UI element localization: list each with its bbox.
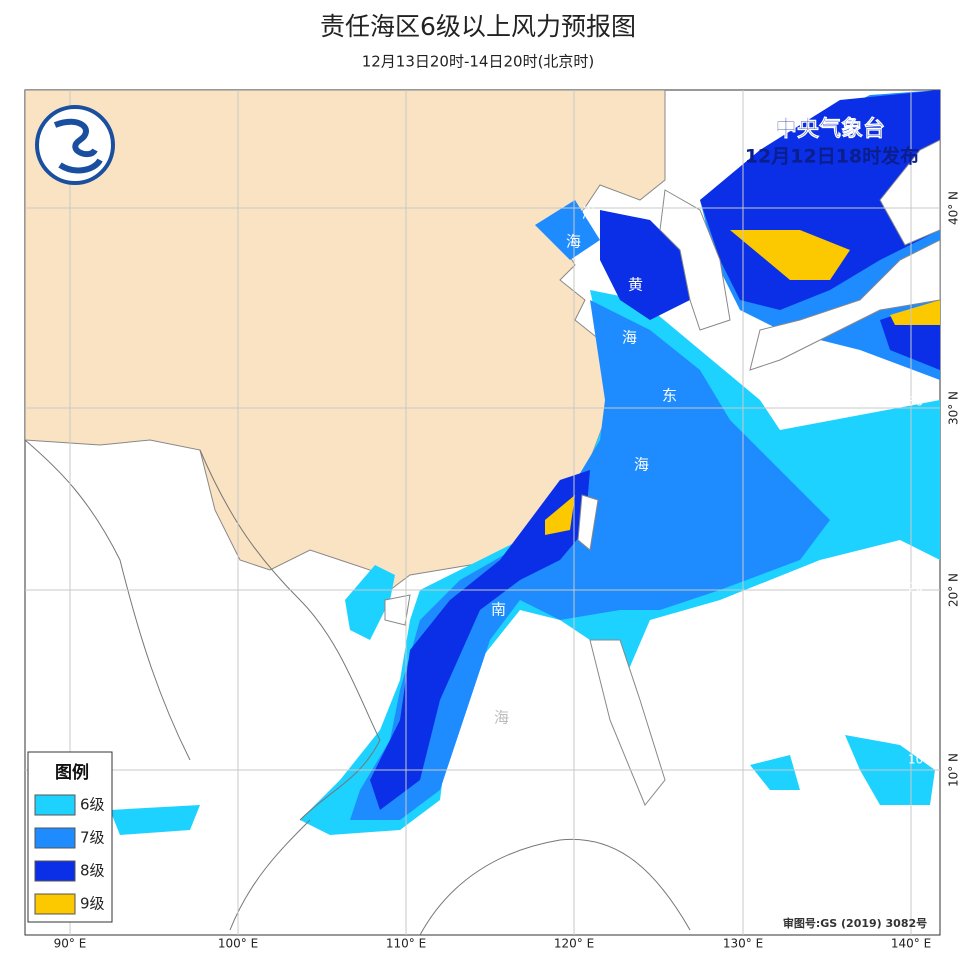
wind-area bbox=[535, 200, 600, 260]
inner-lat-labels: 30 20 10 bbox=[908, 395, 923, 767]
legend: 图例 6级 7级 8级 9级 bbox=[27, 751, 113, 923]
legend-label: 6级 bbox=[80, 796, 105, 814]
lat-label: 40° N bbox=[947, 191, 961, 225]
philippines-land bbox=[589, 639, 666, 806]
lat-label: 30° N bbox=[947, 391, 961, 425]
lat-label: 20° N bbox=[947, 573, 961, 607]
subtitle: 12月13日20时-14日20时(北京时) bbox=[362, 53, 595, 71]
korea-land bbox=[659, 189, 731, 331]
logo bbox=[35, 105, 115, 185]
wind-area bbox=[545, 495, 575, 535]
japan-north-land bbox=[879, 139, 940, 246]
borneo-coast bbox=[419, 838, 691, 935]
legend-swatch bbox=[34, 893, 76, 915]
lon-label: 90° E bbox=[54, 937, 87, 951]
agency: 中央气象台 bbox=[775, 116, 885, 142]
inner-lat-label: 20 bbox=[908, 581, 923, 595]
wind-area bbox=[345, 565, 395, 640]
lon-label: 110° E bbox=[386, 937, 426, 951]
legend-label: 7级 bbox=[80, 829, 105, 847]
sea-labels: 渤 海 黄 海 东 海 南 海 bbox=[491, 204, 677, 727]
legend-title: 图例 bbox=[55, 762, 89, 783]
approval-number: 审图号:GS (2019) 3082号 bbox=[783, 916, 927, 930]
map: 渤 海 黄 海 东 海 南 海 30 20 10 中央气象台 12月12日18时… bbox=[24, 89, 941, 936]
sea-label: 黄 bbox=[628, 276, 643, 294]
wind-area bbox=[730, 230, 850, 280]
sea-label: 海 bbox=[494, 709, 509, 727]
lon-label: 140° E bbox=[891, 937, 931, 951]
wind-area bbox=[110, 805, 200, 835]
legend-swatch bbox=[34, 860, 76, 882]
sea-label: 海 bbox=[566, 233, 581, 251]
wind-area bbox=[350, 300, 830, 820]
wind-area bbox=[750, 755, 800, 790]
graticule bbox=[25, 90, 940, 935]
lat-label: 10° N bbox=[947, 753, 961, 787]
wind-area bbox=[370, 470, 590, 810]
taiwan-land bbox=[577, 494, 599, 551]
lon-label: 120° E bbox=[554, 937, 594, 951]
sea-label: 海 bbox=[634, 456, 649, 474]
inner-lat-label: 30 bbox=[908, 395, 923, 409]
lon-labels: 90° E 100° E 110° E 120° E 130° E 140° E bbox=[54, 937, 931, 951]
inner-lat-label: 10 bbox=[908, 753, 923, 767]
legend-label: 8级 bbox=[80, 862, 105, 880]
sea-label: 渤 bbox=[582, 204, 597, 222]
legend-swatch bbox=[34, 794, 76, 816]
legend-label: 9级 bbox=[80, 895, 105, 913]
indochina-coast bbox=[25, 439, 381, 931]
lon-label: 130° E bbox=[723, 937, 763, 951]
issue-time: 12月12日18时发布 bbox=[745, 145, 919, 168]
legend-swatch bbox=[34, 827, 76, 849]
sea-label: 东 bbox=[662, 387, 677, 405]
hainan-land bbox=[384, 594, 411, 626]
lon-label: 100° E bbox=[218, 937, 258, 951]
sea-label: 海 bbox=[622, 329, 637, 347]
title: 责任海区6级以上风力预报图 bbox=[320, 12, 636, 41]
wind-area bbox=[890, 300, 940, 325]
lat-labels: 40° N 30° N 20° N 10° N bbox=[947, 191, 961, 787]
sea-label: 南 bbox=[491, 601, 506, 619]
japan-land bbox=[749, 239, 940, 371]
